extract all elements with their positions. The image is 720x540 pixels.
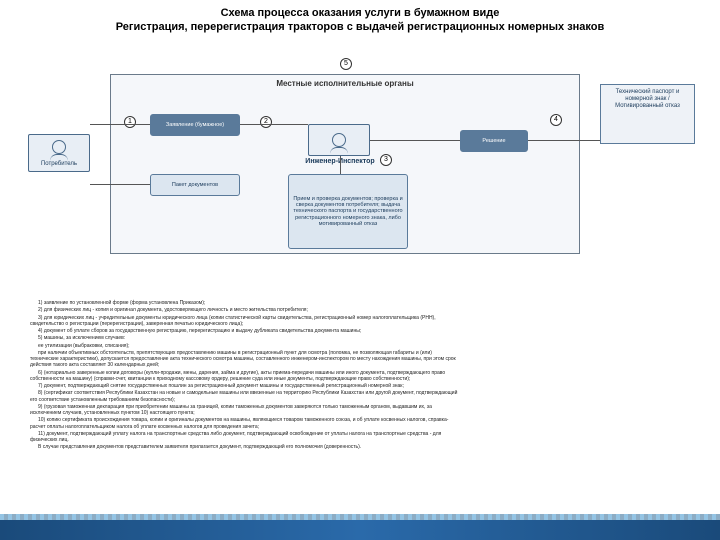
task-check-label: Прием и проверка документов; проверка и … <box>292 196 404 226</box>
doc-item: 6) (нотариально заверенные копии договор… <box>30 370 460 383</box>
task-decision-label: Решение <box>482 138 505 144</box>
actor-consumer: Потребитель <box>28 134 90 172</box>
doc-item: 1) заявление по установленной форме (фор… <box>30 300 460 306</box>
task-decision: Решение <box>460 130 528 152</box>
task-application-label: Заявление (бумажное) <box>166 122 224 128</box>
document-list: 1) заявление по установленной форме (фор… <box>30 300 460 452</box>
pool-main-label: Местные исполнительные органы <box>276 79 413 88</box>
doc-item: 9) (грузовая таможенная декларация при п… <box>30 404 460 417</box>
doc-item: 11) документ, подтверждающий уплату нало… <box>30 431 460 444</box>
doc-item: при наличии объективных обстоятельств, п… <box>30 350 460 369</box>
doc-item: ее утилизации (выбраковки, списания); <box>30 343 460 349</box>
person-icon <box>332 133 346 147</box>
arrow-4 <box>528 140 600 141</box>
task-docs-label: Пакет документов <box>172 182 218 188</box>
arrow-5 <box>340 156 341 174</box>
side-tech-box: Технический паспорт и номерной знак / Мо… <box>600 84 695 144</box>
doc-item: 5) машины, за исключением случаев: <box>30 335 460 341</box>
doc-item: 2) для физических лиц - копия и оригинал… <box>30 307 460 313</box>
side-tech-label: Технический паспорт и номерной знак / Мо… <box>615 89 680 109</box>
doc-item: 10) копию сертификата происхождения това… <box>30 417 460 430</box>
arrow-2 <box>240 124 308 125</box>
arrow-1b <box>90 184 150 185</box>
diagram-area: Местные исполнительные органы 5 Потребит… <box>20 54 700 294</box>
title-line-1: Схема процесса оказания услуги в бумажно… <box>20 6 700 20</box>
person-icon <box>52 140 66 154</box>
circ-1: 1 <box>124 116 136 128</box>
task-check: Прием и проверка документов; проверка и … <box>288 174 408 249</box>
doc-item: 4) документ об уплате сборов за государс… <box>30 328 460 334</box>
circ-5: 5 <box>340 58 352 70</box>
arrow-3 <box>370 140 460 141</box>
doc-item: 7) документ, подтверждающий снятие госуд… <box>30 383 460 389</box>
circ-2: 2 <box>260 116 272 128</box>
arrow-1 <box>90 124 150 125</box>
actor-engineer <box>308 124 370 156</box>
task-docs: Пакет документов <box>150 174 240 196</box>
task-application: Заявление (бумажное) <box>150 114 240 136</box>
doc-item: В случае представления документов предст… <box>30 444 460 450</box>
doc-item: 8) (сертификат соответствия Республики К… <box>30 390 460 403</box>
circ-3: 3 <box>380 154 392 166</box>
footer-strip <box>0 520 720 540</box>
title-line-2: Регистрация, перерегистрация тракторов с… <box>20 20 700 34</box>
doc-item: 3) для юридических лиц - учредительные д… <box>30 315 460 328</box>
actor-consumer-label: Потребитель <box>41 161 77 167</box>
circ-4: 4 <box>550 114 562 126</box>
